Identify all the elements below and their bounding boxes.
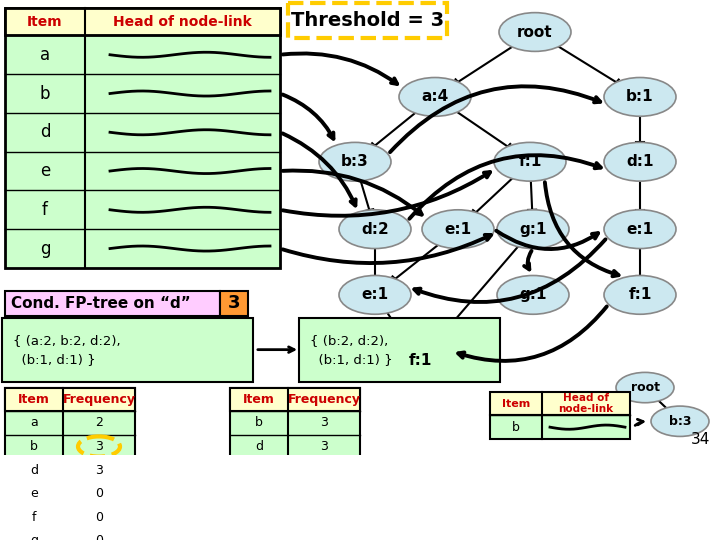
- Ellipse shape: [399, 78, 471, 116]
- Ellipse shape: [604, 210, 676, 248]
- Text: g: g: [30, 535, 38, 540]
- Text: e:1: e:1: [626, 221, 654, 237]
- Text: f:1: f:1: [629, 287, 652, 302]
- Ellipse shape: [604, 143, 676, 181]
- FancyBboxPatch shape: [299, 318, 500, 382]
- Text: a: a: [40, 46, 50, 64]
- FancyBboxPatch shape: [5, 9, 280, 268]
- FancyBboxPatch shape: [288, 3, 447, 38]
- Text: Frequency: Frequency: [287, 393, 361, 406]
- Text: b: b: [30, 440, 38, 453]
- Text: Head of
node-link: Head of node-link: [559, 393, 613, 414]
- Text: Frequency: Frequency: [63, 393, 135, 406]
- Ellipse shape: [422, 210, 494, 248]
- Text: { (a:2, b:2, d:2),
  (b:1, d:1) }: { (a:2, b:2, d:2), (b:1, d:1) }: [13, 334, 121, 366]
- Text: 3: 3: [95, 464, 103, 477]
- Text: 0: 0: [95, 535, 103, 540]
- Text: Item: Item: [18, 393, 50, 406]
- FancyBboxPatch shape: [5, 291, 220, 316]
- Text: Item: Item: [502, 399, 530, 409]
- Text: g:1: g:1: [519, 287, 546, 302]
- Text: d: d: [40, 123, 50, 141]
- Text: f:1: f:1: [518, 154, 541, 169]
- FancyBboxPatch shape: [5, 388, 135, 540]
- Ellipse shape: [499, 12, 571, 51]
- Text: d:2: d:2: [361, 221, 389, 237]
- Text: d: d: [30, 464, 38, 477]
- Text: Item: Item: [243, 393, 275, 406]
- Ellipse shape: [384, 341, 456, 380]
- Text: e:1: e:1: [444, 221, 472, 237]
- FancyBboxPatch shape: [230, 388, 360, 458]
- Text: 0: 0: [95, 487, 103, 500]
- Ellipse shape: [497, 210, 569, 248]
- FancyBboxPatch shape: [490, 415, 630, 439]
- Ellipse shape: [604, 78, 676, 116]
- Text: e:1: e:1: [361, 287, 389, 302]
- Ellipse shape: [494, 143, 566, 181]
- Text: b: b: [255, 416, 263, 429]
- FancyBboxPatch shape: [230, 388, 360, 411]
- Text: g:1: g:1: [519, 221, 546, 237]
- Text: f:1: f:1: [408, 353, 432, 368]
- Ellipse shape: [339, 275, 411, 314]
- Ellipse shape: [616, 373, 674, 403]
- FancyBboxPatch shape: [220, 291, 248, 316]
- Text: 34: 34: [690, 431, 710, 447]
- Text: a:4: a:4: [421, 90, 449, 104]
- FancyBboxPatch shape: [490, 392, 630, 415]
- Ellipse shape: [651, 406, 709, 436]
- Text: d:1: d:1: [626, 154, 654, 169]
- FancyBboxPatch shape: [5, 388, 135, 411]
- Text: a: a: [30, 416, 38, 429]
- Text: e: e: [40, 162, 50, 180]
- Text: b:3: b:3: [669, 415, 691, 428]
- Text: Item: Item: [27, 15, 63, 29]
- Text: { (b:2, d:2),
  (b:1, d:1) }: { (b:2, d:2), (b:1, d:1) }: [310, 334, 392, 366]
- Ellipse shape: [319, 143, 391, 181]
- Ellipse shape: [497, 275, 569, 314]
- Text: f: f: [32, 511, 36, 524]
- Text: Threshold = 3: Threshold = 3: [291, 11, 444, 30]
- Text: Cond. FP-tree on “d”: Cond. FP-tree on “d”: [11, 296, 191, 311]
- FancyBboxPatch shape: [2, 318, 253, 382]
- FancyBboxPatch shape: [5, 9, 280, 36]
- Text: d: d: [255, 440, 263, 453]
- Text: root: root: [517, 24, 553, 39]
- Ellipse shape: [339, 210, 411, 248]
- Text: 3: 3: [95, 440, 103, 453]
- Text: b:1: b:1: [626, 90, 654, 104]
- Text: e: e: [30, 487, 38, 500]
- Text: 3: 3: [228, 294, 240, 312]
- Text: 0: 0: [95, 511, 103, 524]
- Text: 3: 3: [320, 416, 328, 429]
- Text: 2: 2: [95, 416, 103, 429]
- Text: root: root: [631, 381, 660, 394]
- Text: Head of node-link: Head of node-link: [113, 15, 252, 29]
- Ellipse shape: [604, 275, 676, 314]
- Text: b: b: [512, 421, 520, 434]
- Text: 3: 3: [320, 440, 328, 453]
- Text: b: b: [40, 85, 50, 103]
- Text: b:3: b:3: [341, 154, 369, 169]
- Text: f: f: [42, 201, 48, 219]
- Text: g: g: [40, 240, 50, 258]
